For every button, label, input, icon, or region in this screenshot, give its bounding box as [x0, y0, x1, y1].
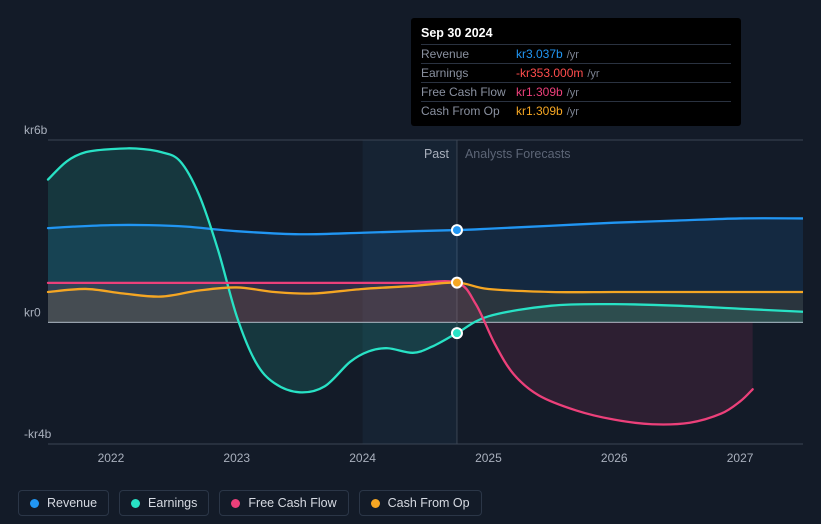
- tooltip-date: Sep 30 2024: [421, 24, 731, 44]
- tooltip-row-value: kr1.309b: [516, 104, 563, 118]
- legend: Revenue Earnings Free Cash Flow Cash From O…: [18, 490, 482, 516]
- tooltip-row-unit: /yr: [587, 68, 599, 80]
- tooltip-row-unit: /yr: [567, 106, 579, 118]
- legend-dot-icon: [30, 499, 39, 508]
- tooltip-row-label: Free Cash Flow: [421, 85, 516, 99]
- tooltip-row-unit: /yr: [567, 49, 579, 61]
- legend-dot-icon: [131, 499, 140, 508]
- tooltip-row: Revenuekr3.037b/yr: [421, 44, 731, 63]
- tooltip-row-label: Cash From Op: [421, 104, 516, 118]
- legend-label: Earnings: [148, 496, 197, 510]
- tooltip-row: Cash From Opkr1.309b/yr: [421, 101, 731, 120]
- legend-item-cfo[interactable]: Cash From Op: [359, 490, 482, 516]
- marker-earnings: [453, 329, 461, 337]
- legend-dot-icon: [231, 499, 240, 508]
- legend-item-fcf[interactable]: Free Cash Flow: [219, 490, 348, 516]
- tooltip-rows: Revenuekr3.037b/yrEarnings-kr353.000m/yr…: [421, 44, 731, 120]
- tooltip-row-value: -kr353.000m: [516, 66, 583, 80]
- chart-tooltip: Sep 30 2024 Revenuekr3.037b/yrEarnings-k…: [411, 18, 741, 126]
- legend-label: Cash From Op: [388, 496, 470, 510]
- x-axis-label: 2025: [475, 451, 502, 465]
- tooltip-row-label: Earnings: [421, 66, 516, 80]
- y-axis-label: kr0: [24, 305, 41, 319]
- y-axis-label: -kr4b: [24, 427, 52, 441]
- legend-item-revenue[interactable]: Revenue: [18, 490, 109, 516]
- marker-cfo: [453, 279, 461, 287]
- section-label-forecast: Analysts Forecasts: [465, 147, 571, 161]
- legend-item-earnings[interactable]: Earnings: [119, 490, 209, 516]
- tooltip-row-value: kr3.037b: [516, 47, 563, 61]
- legend-label: Free Cash Flow: [248, 496, 336, 510]
- x-axis-label: 2023: [223, 451, 250, 465]
- x-axis-label: 2022: [98, 451, 125, 465]
- marker-revenue: [453, 226, 461, 234]
- tooltip-row-label: Revenue: [421, 47, 516, 61]
- tooltip-row-unit: /yr: [567, 87, 579, 99]
- chart-container: kr6b kr0 -kr4b Past Analysts Forecasts 2022 20…: [18, 0, 803, 524]
- x-axis-label: 2027: [727, 451, 754, 465]
- x-axis-label: 2024: [349, 451, 376, 465]
- tooltip-row: Earnings-kr353.000m/yr: [421, 63, 731, 82]
- tooltip-row: Free Cash Flowkr1.309b/yr: [421, 82, 731, 101]
- tooltip-row-value: kr1.309b: [516, 85, 563, 99]
- x-axis-label: 2026: [601, 451, 628, 465]
- y-axis-label: kr6b: [24, 123, 48, 137]
- section-label-past: Past: [424, 147, 450, 161]
- legend-label: Revenue: [47, 496, 97, 510]
- legend-dot-icon: [371, 499, 380, 508]
